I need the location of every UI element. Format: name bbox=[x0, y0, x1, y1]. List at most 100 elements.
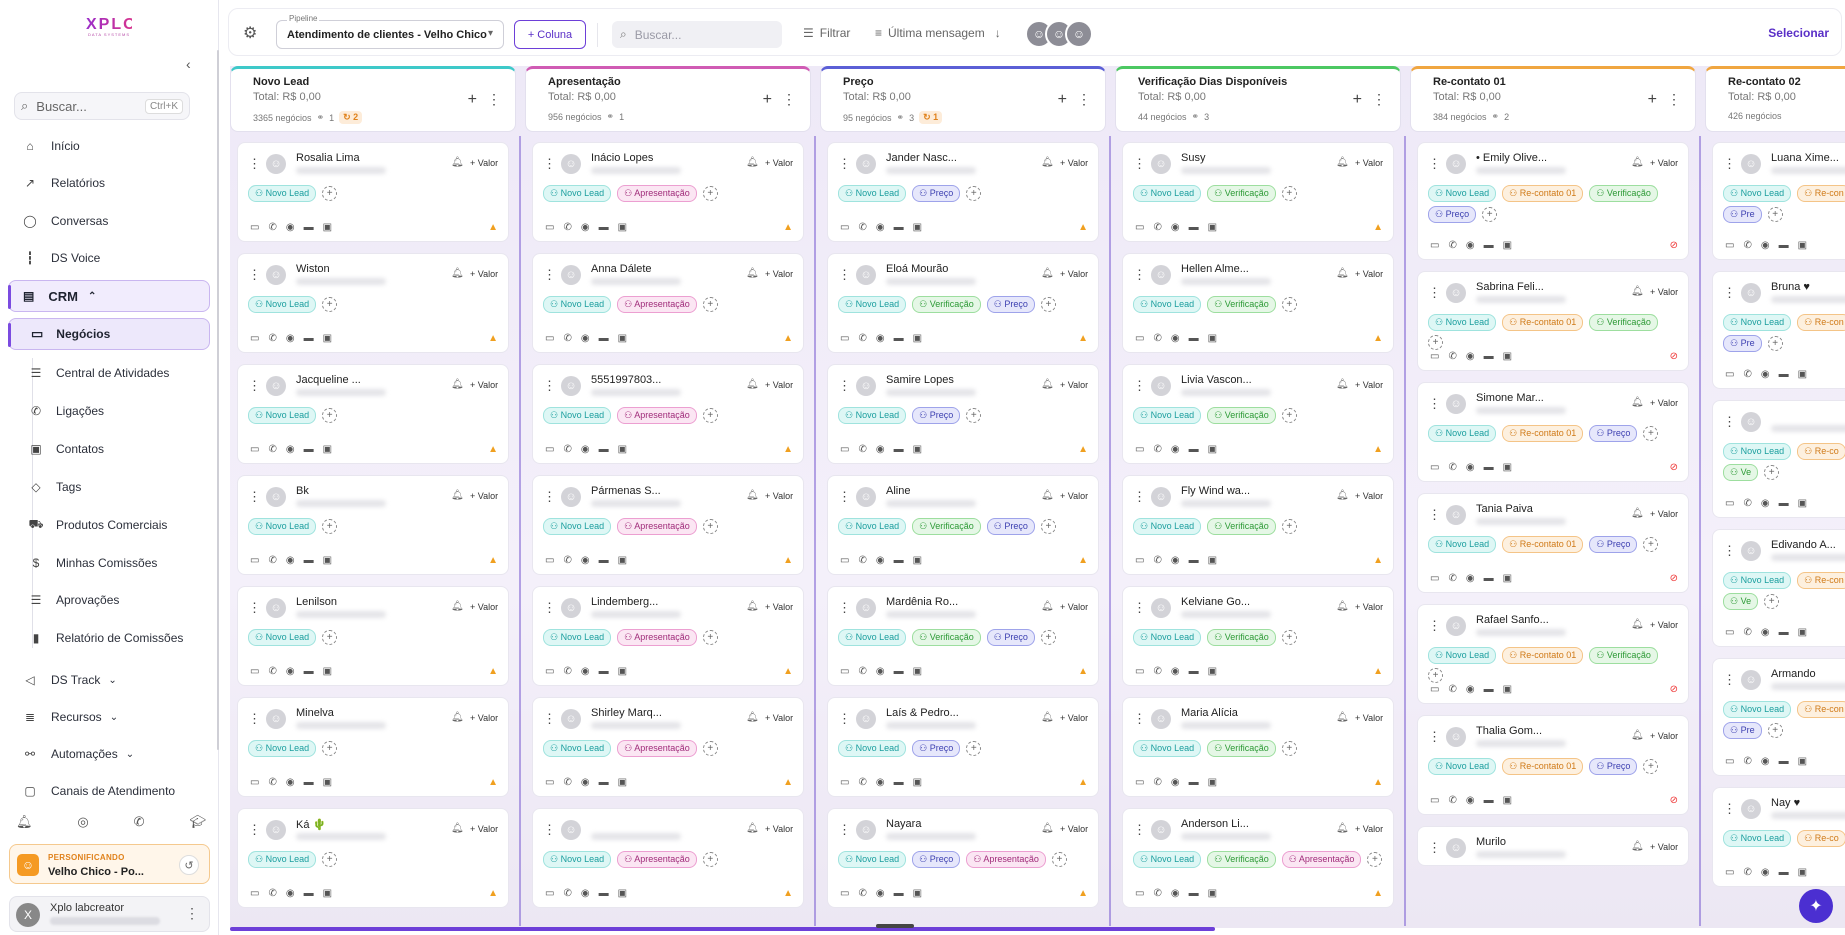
phone-call-icon[interactable]: ✆ bbox=[133, 814, 145, 829]
bell-icon[interactable]: 🔔︎ bbox=[1041, 823, 1054, 834]
phone-icon[interactable]: ✆ bbox=[1448, 684, 1457, 695]
image-icon[interactable]: ▣ bbox=[617, 555, 628, 566]
tag-chip[interactable]: ⚇ Novo Lead bbox=[838, 851, 907, 868]
bell-icon[interactable]: 🔔︎ bbox=[451, 268, 464, 279]
eye-off-icon[interactable]: ◉ bbox=[285, 888, 295, 899]
phone-icon[interactable]: ✆ bbox=[268, 888, 277, 899]
bell-icon[interactable]: 🔔︎ bbox=[1336, 601, 1349, 612]
tag-chip[interactable]: ⚇ Apresentação bbox=[966, 851, 1046, 868]
deal-card[interactable]: ⋮ ☺ Minelva 🔔︎ + Valor ⚇ Novo Lead + ▭ ✆ ◉… bbox=[237, 697, 509, 797]
tag-chip[interactable]: ⚇ Verificação bbox=[912, 518, 981, 535]
image-icon[interactable]: ▣ bbox=[912, 555, 923, 566]
eye-off-icon[interactable]: ◉ bbox=[1170, 888, 1180, 899]
phone-icon[interactable]: ✆ bbox=[1743, 867, 1752, 878]
more-icon[interactable]: ⋮ bbox=[838, 711, 851, 726]
eye-off-icon[interactable]: ◉ bbox=[285, 222, 295, 233]
folder-icon[interactable]: ▬ bbox=[893, 777, 904, 788]
add-tag-icon[interactable]: + bbox=[1040, 519, 1056, 534]
bell-icon[interactable]: 🔔︎ bbox=[1041, 379, 1054, 390]
add-value-button[interactable]: + Valor bbox=[1060, 158, 1089, 168]
eye-off-icon[interactable]: ◉ bbox=[875, 666, 885, 677]
sidebar-item-recursos[interactable]: ≣ Recursos ⌄ bbox=[22, 707, 118, 727]
bell-icon[interactable]: 🔔︎ bbox=[746, 379, 759, 390]
tag-chip[interactable]: ⚇ Novo Lead bbox=[838, 296, 907, 313]
eye-off-icon[interactable]: ◉ bbox=[1760, 498, 1770, 509]
phone-icon[interactable]: ✆ bbox=[858, 333, 867, 344]
tag-chip[interactable]: ⚇ Novo Lead bbox=[838, 185, 907, 202]
phone-icon[interactable]: ✆ bbox=[858, 777, 867, 788]
add-value-button[interactable]: + Valor bbox=[1060, 269, 1089, 279]
folder-icon[interactable]: ▬ bbox=[1483, 351, 1494, 362]
message-icon[interactable]: ▭ bbox=[545, 333, 555, 344]
phone-icon[interactable]: ✆ bbox=[268, 222, 277, 233]
add-value-button[interactable]: + Valor bbox=[1650, 620, 1679, 630]
image-icon[interactable]: ▣ bbox=[1207, 777, 1218, 788]
eye-off-icon[interactable]: ◉ bbox=[1170, 555, 1180, 566]
image-icon[interactable]: ▣ bbox=[322, 444, 333, 455]
tag-chip[interactable]: ⚇ Verificação bbox=[1207, 629, 1276, 646]
image-icon[interactable]: ▣ bbox=[1797, 498, 1808, 509]
message-icon[interactable]: ▭ bbox=[1725, 498, 1735, 509]
image-icon[interactable]: ▣ bbox=[1502, 795, 1513, 806]
tag-chip[interactable]: ⚇ Novo Lead bbox=[1428, 536, 1497, 553]
message-icon[interactable]: ▭ bbox=[1725, 369, 1735, 380]
folder-icon[interactable]: ▬ bbox=[598, 444, 609, 455]
phone-icon[interactable]: ✆ bbox=[563, 444, 572, 455]
image-icon[interactable]: ▣ bbox=[617, 888, 628, 899]
tag-chip[interactable]: ⚇ Pre bbox=[1723, 206, 1762, 223]
message-icon[interactable]: ▭ bbox=[1430, 462, 1440, 473]
tag-chip[interactable]: ⚇ Re-contato 01 bbox=[1502, 425, 1584, 442]
folder-icon[interactable]: ▬ bbox=[303, 333, 314, 344]
tag-chip[interactable]: ⚇ Re-con bbox=[1797, 572, 1845, 589]
tag-chip[interactable]: ⚇ Re-contato 01 bbox=[1502, 185, 1584, 202]
more-icon[interactable]: ⋮ bbox=[1133, 600, 1146, 615]
tag-chip[interactable]: ⚇ Novo Lead bbox=[1428, 425, 1497, 442]
add-tag-icon[interactable]: + bbox=[1428, 335, 1443, 350]
eye-off-icon[interactable]: ◉ bbox=[1170, 777, 1180, 788]
eye-off-icon[interactable]: ◉ bbox=[285, 555, 295, 566]
image-icon[interactable]: ▣ bbox=[912, 444, 923, 455]
more-icon[interactable]: ⋮ bbox=[1723, 672, 1736, 687]
bell-icon[interactable]: 🔔︎ bbox=[1336, 712, 1349, 723]
image-icon[interactable]: ▣ bbox=[1207, 444, 1218, 455]
image-icon[interactable]: ▣ bbox=[1797, 756, 1808, 767]
bell-icon[interactable]: 🔔︎ bbox=[746, 823, 759, 834]
deal-card[interactable]: ⋮ ☺ Anna Dálete 🔔︎ + Valor ⚇ Novo Lead ⚇ A… bbox=[532, 253, 804, 353]
tag-chip[interactable]: ⚇ Novo Lead bbox=[838, 518, 907, 535]
add-value-button[interactable]: + Valor bbox=[765, 380, 794, 390]
phone-icon[interactable]: ✆ bbox=[1153, 888, 1162, 899]
more-icon[interactable]: ⋮ bbox=[1428, 507, 1441, 522]
bell-icon[interactable]: 🔔︎ bbox=[746, 601, 759, 612]
eye-off-icon[interactable]: ◉ bbox=[1465, 795, 1475, 806]
tag-chip[interactable]: ⚇ Re-contato 01 bbox=[1502, 536, 1584, 553]
eye-off-icon[interactable]: ◉ bbox=[1170, 666, 1180, 677]
add-tag-icon[interactable]: + bbox=[1051, 852, 1067, 867]
folder-icon[interactable]: ▬ bbox=[893, 444, 904, 455]
sidebar-item-ds-track[interactable]: ◁ DS Track ⌄ bbox=[22, 670, 116, 690]
more-icon[interactable]: ⋮ bbox=[248, 156, 261, 171]
add-value-button[interactable]: + Valor bbox=[765, 713, 794, 723]
add-tag-icon[interactable]: + bbox=[1281, 408, 1297, 423]
bell-icon[interactable]: 🔔︎ bbox=[746, 157, 759, 168]
folder-icon[interactable]: ▬ bbox=[1483, 462, 1494, 473]
tag-chip[interactable]: ⚇ Preço bbox=[912, 407, 961, 424]
add-value-button[interactable]: + Valor bbox=[1650, 842, 1679, 852]
image-icon[interactable]: ▣ bbox=[1207, 222, 1218, 233]
eye-off-icon[interactable]: ◉ bbox=[580, 777, 590, 788]
deal-card[interactable]: ⋮ ☺ Luana Xime... 🔔︎ + Valor⚇ Novo Lead⚇… bbox=[1712, 142, 1845, 260]
phone-icon[interactable]: ✆ bbox=[268, 777, 277, 788]
folder-icon[interactable]: ▬ bbox=[303, 888, 314, 899]
deal-card[interactable]: ⋮ ☺ Tania Paiva 🔔︎ + Valor ⚇ Novo Lead ⚇ R… bbox=[1417, 493, 1689, 593]
add-tag-icon[interactable]: + bbox=[322, 741, 338, 756]
more-icon[interactable]: ⋮ bbox=[248, 822, 261, 837]
deal-card[interactable]: ⋮ ☺ Sabrina Feli... 🔔︎ + Valor ⚇ Novo Lea… bbox=[1417, 271, 1689, 371]
deal-card[interactable]: ⋮ ☺ Wiston 🔔︎ + Valor ⚇ Novo Lead + ▭ ✆ ◉ … bbox=[237, 253, 509, 353]
deal-card[interactable]: ⋮ ☺ Anderson Li... 🔔︎ + Valor ⚇ Novo Lead… bbox=[1122, 808, 1394, 908]
eye-off-icon[interactable]: ◉ bbox=[580, 222, 590, 233]
tag-chip[interactable]: ⚇ Ve bbox=[1723, 464, 1759, 481]
tag-chip[interactable]: ⚇ Novo Lead bbox=[1428, 647, 1497, 664]
sidebar-item-conversas[interactable]: ◯ Conversas bbox=[22, 211, 108, 231]
tag-chip[interactable]: ⚇ Apresentação bbox=[617, 185, 697, 202]
tag-chip[interactable]: ⚇ Apresentação bbox=[617, 296, 697, 313]
phone-icon[interactable]: ✆ bbox=[563, 666, 572, 677]
